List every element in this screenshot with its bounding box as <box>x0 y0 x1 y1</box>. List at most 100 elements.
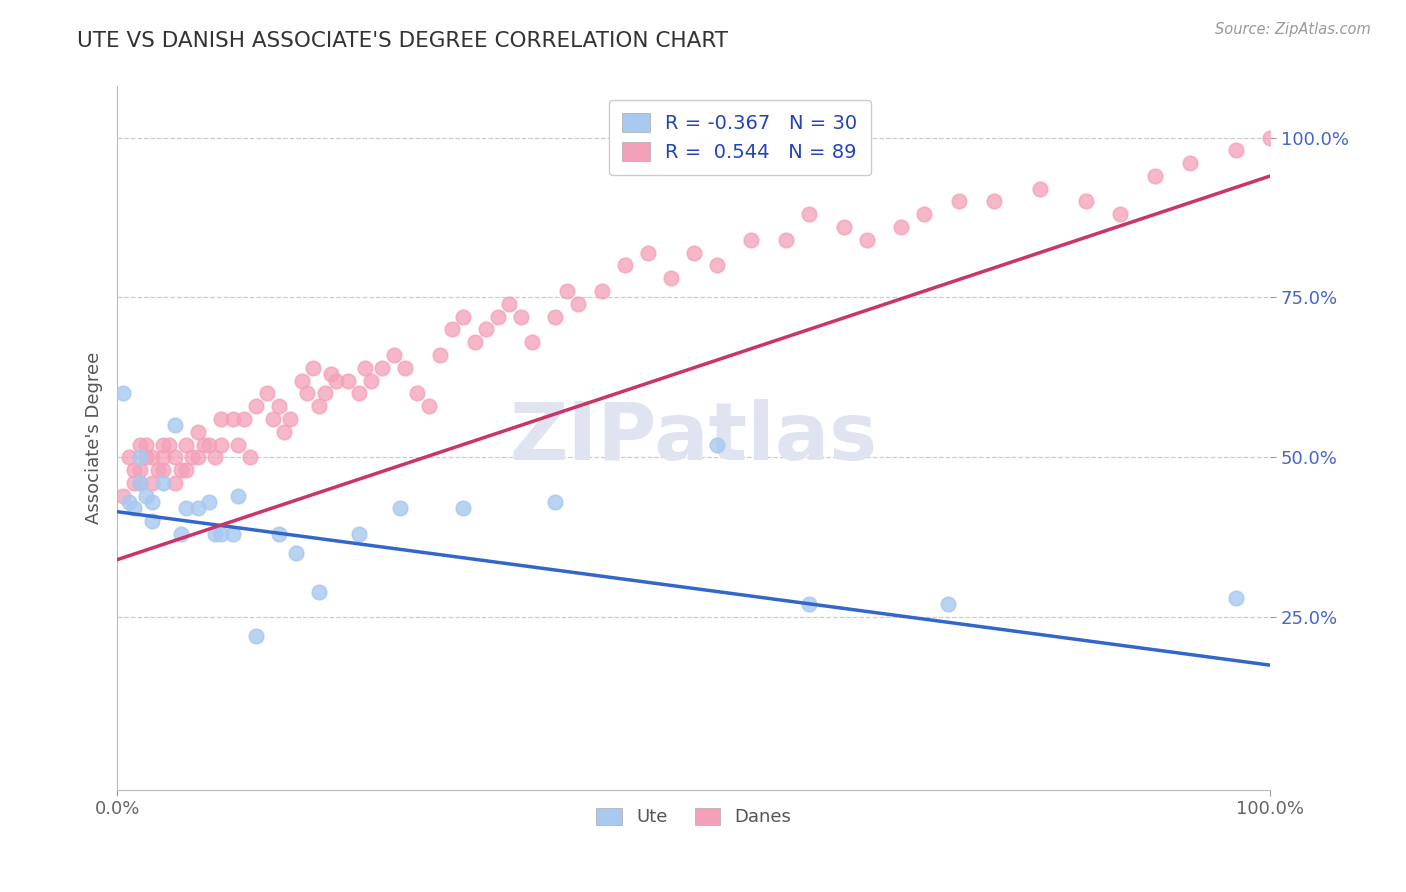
Y-axis label: Associate's Degree: Associate's Degree <box>86 352 103 524</box>
Point <box>256 386 278 401</box>
Point <box>204 527 226 541</box>
Point <box>111 489 134 503</box>
Point <box>890 220 912 235</box>
Point <box>418 399 440 413</box>
Point <box>209 412 232 426</box>
Point <box>157 437 180 451</box>
Point <box>475 322 498 336</box>
Point <box>302 360 325 375</box>
Point <box>382 348 405 362</box>
Point <box>1225 591 1247 605</box>
Point <box>936 598 959 612</box>
Point <box>204 450 226 465</box>
Point <box>193 437 215 451</box>
Text: UTE VS DANISH ASSOCIATE'S DEGREE CORRELATION CHART: UTE VS DANISH ASSOCIATE'S DEGREE CORRELA… <box>77 31 728 51</box>
Point <box>544 310 567 324</box>
Point <box>273 425 295 439</box>
Point <box>291 374 314 388</box>
Point <box>349 527 371 541</box>
Point <box>141 495 163 509</box>
Point <box>451 501 474 516</box>
Point <box>169 463 191 477</box>
Point <box>146 463 169 477</box>
Point <box>278 412 301 426</box>
Point <box>1225 144 1247 158</box>
Point <box>360 374 382 388</box>
Point <box>111 386 134 401</box>
Point <box>832 220 855 235</box>
Point <box>555 284 578 298</box>
Point <box>152 463 174 477</box>
Point <box>141 450 163 465</box>
Point <box>1029 182 1052 196</box>
Point <box>129 475 152 490</box>
Point <box>124 463 146 477</box>
Point <box>336 374 359 388</box>
Point <box>163 475 186 490</box>
Point <box>394 360 416 375</box>
Point <box>498 297 520 311</box>
Point <box>209 437 232 451</box>
Point <box>325 374 347 388</box>
Point <box>486 310 509 324</box>
Point <box>740 233 762 247</box>
Point <box>221 527 243 541</box>
Point <box>226 437 249 451</box>
Point <box>239 450 262 465</box>
Point <box>221 412 243 426</box>
Point <box>297 386 319 401</box>
Point <box>176 463 198 477</box>
Point <box>637 245 659 260</box>
Point <box>267 527 290 541</box>
Point <box>706 259 728 273</box>
Point <box>135 489 157 503</box>
Point <box>135 450 157 465</box>
Point <box>233 412 256 426</box>
Legend: Ute, Danes: Ute, Danes <box>589 800 799 834</box>
Point <box>129 450 152 465</box>
Point <box>388 501 411 516</box>
Point <box>245 399 267 413</box>
Point <box>855 233 877 247</box>
Point <box>1260 130 1282 145</box>
Point <box>522 335 544 350</box>
Point <box>152 450 174 465</box>
Point <box>129 437 152 451</box>
Point <box>187 425 209 439</box>
Point <box>129 463 152 477</box>
Point <box>308 399 330 413</box>
Point <box>797 598 820 612</box>
Point <box>464 335 486 350</box>
Point <box>682 245 704 260</box>
Point <box>613 259 636 273</box>
Point <box>319 367 342 381</box>
Point <box>245 629 267 643</box>
Point <box>176 501 198 516</box>
Point <box>118 450 141 465</box>
Text: ZIPatlas: ZIPatlas <box>509 399 877 477</box>
Text: Source: ZipAtlas.com: Source: ZipAtlas.com <box>1215 22 1371 37</box>
Point <box>267 399 290 413</box>
Point <box>451 310 474 324</box>
Point <box>797 207 820 221</box>
Point <box>198 437 221 451</box>
Point <box>129 475 152 490</box>
Point <box>314 386 336 401</box>
Point <box>706 437 728 451</box>
Point <box>209 527 232 541</box>
Point <box>262 412 284 426</box>
Point <box>509 310 531 324</box>
Point <box>124 475 146 490</box>
Point <box>198 495 221 509</box>
Point <box>349 386 371 401</box>
Point <box>308 584 330 599</box>
Point <box>544 495 567 509</box>
Point <box>181 450 204 465</box>
Point <box>429 348 451 362</box>
Point <box>187 501 209 516</box>
Point <box>141 514 163 528</box>
Point <box>1074 194 1097 209</box>
Point <box>187 450 209 465</box>
Point <box>163 450 186 465</box>
Point <box>591 284 613 298</box>
